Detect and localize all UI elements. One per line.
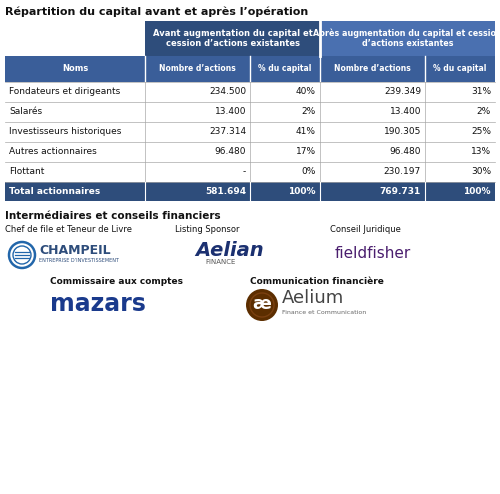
Text: Flottant: Flottant <box>9 167 44 176</box>
Text: Aelian: Aelian <box>195 241 264 259</box>
Text: mazars: mazars <box>50 292 146 316</box>
Text: 40%: 40% <box>296 87 316 96</box>
Bar <box>250 56 320 82</box>
Text: 100%: 100% <box>288 187 316 196</box>
Text: ENTREPRISE D’INVESTISSEMENT: ENTREPRISE D’INVESTISSEMENT <box>39 257 119 262</box>
Text: % du capital: % du capital <box>434 65 486 74</box>
Text: 581.694: 581.694 <box>205 187 246 196</box>
Text: 239.349: 239.349 <box>384 87 421 96</box>
Text: Investisseurs historiques: Investisseurs historiques <box>9 127 122 136</box>
Text: 100%: 100% <box>464 187 491 196</box>
Text: Salarés: Salarés <box>9 108 42 117</box>
Bar <box>5 82 495 102</box>
Text: Intermédiaires et conseils financiers: Intermédiaires et conseils financiers <box>5 211 220 221</box>
Text: -: - <box>243 167 246 176</box>
Text: 769.731: 769.731 <box>380 187 421 196</box>
Text: Avant augmentation du capital et
cession d’actions existantes: Avant augmentation du capital et cession… <box>152 29 312 48</box>
Text: 31%: 31% <box>471 87 491 96</box>
Text: Finance et Communication: Finance et Communication <box>282 310 366 315</box>
Bar <box>5 142 495 162</box>
Text: 96.480: 96.480 <box>390 148 421 157</box>
Text: 13%: 13% <box>471 148 491 157</box>
Text: FINANCE: FINANCE <box>205 259 236 265</box>
Bar <box>5 162 495 182</box>
Text: Noms: Noms <box>62 65 88 74</box>
Text: Nombre d’actions: Nombre d’actions <box>159 65 236 74</box>
Text: Commissaire aux comptes: Commissaire aux comptes <box>50 277 183 286</box>
Text: 30%: 30% <box>471 167 491 176</box>
Text: fieldfisher: fieldfisher <box>335 246 411 260</box>
Text: Répartition du capital avant et après l’opération: Répartition du capital avant et après l’… <box>5 7 308 17</box>
Bar <box>320 56 425 82</box>
Bar <box>5 122 495 142</box>
Text: 17%: 17% <box>296 148 316 157</box>
Bar <box>145 56 250 82</box>
Text: 41%: 41% <box>296 127 316 136</box>
Circle shape <box>246 289 278 321</box>
Text: Communication financière: Communication financière <box>250 277 384 286</box>
Text: 13.400: 13.400 <box>390 108 421 117</box>
Text: Autres actionnaires: Autres actionnaires <box>9 148 97 157</box>
Bar <box>5 56 145 82</box>
Text: % du capital: % du capital <box>258 65 312 74</box>
Bar <box>5 102 495 122</box>
Text: 2%: 2% <box>477 108 491 117</box>
Text: 230.197: 230.197 <box>384 167 421 176</box>
Text: 13.400: 13.400 <box>214 108 246 117</box>
Text: Conseil Juridique: Conseil Juridique <box>330 225 401 234</box>
Text: Aelium: Aelium <box>282 289 344 307</box>
Bar <box>425 56 495 82</box>
Bar <box>5 182 495 201</box>
Text: Total actionnaires: Total actionnaires <box>9 187 100 196</box>
Text: Après augmentation du capital et cession
d’actions existantes: Après augmentation du capital et cession… <box>313 29 500 48</box>
Text: Listing Sponsor: Listing Sponsor <box>175 225 240 234</box>
Text: Chef de file et Teneur de Livre: Chef de file et Teneur de Livre <box>5 225 132 234</box>
Text: 25%: 25% <box>471 127 491 136</box>
Text: Fondateurs et dirigeants: Fondateurs et dirigeants <box>9 87 120 96</box>
Text: 190.305: 190.305 <box>384 127 421 136</box>
Text: 234.500: 234.500 <box>209 87 246 96</box>
Text: 0%: 0% <box>302 167 316 176</box>
Text: æ: æ <box>252 295 272 313</box>
Text: CHAMPEIL: CHAMPEIL <box>39 244 111 256</box>
Bar <box>320 21 495 56</box>
Text: 237.314: 237.314 <box>209 127 246 136</box>
Text: 2%: 2% <box>302 108 316 117</box>
Text: Nombre d’actions: Nombre d’actions <box>334 65 411 74</box>
Bar <box>145 21 320 56</box>
Text: 96.480: 96.480 <box>214 148 246 157</box>
